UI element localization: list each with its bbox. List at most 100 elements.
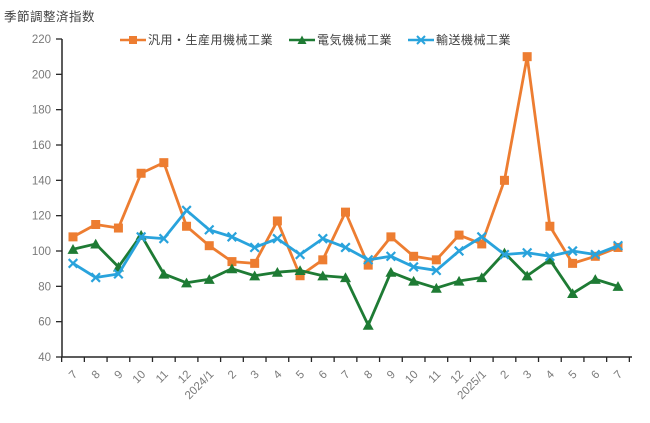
y-tick-label: 220 xyxy=(32,34,51,46)
marker-x xyxy=(158,233,169,244)
marker-square xyxy=(272,216,282,226)
marker-x xyxy=(453,245,465,257)
marker-square xyxy=(568,258,578,268)
marker-triangle xyxy=(385,267,397,277)
marker-triangle xyxy=(408,275,420,286)
marker-triangle xyxy=(521,270,533,281)
x-tick-label: 3 xyxy=(521,369,534,382)
marker-x xyxy=(408,261,419,272)
marker-x xyxy=(181,205,192,216)
x-tick-label: 8 xyxy=(362,369,375,382)
x-tick-label: 8 xyxy=(90,369,103,382)
y-tick-label: 100 xyxy=(32,246,51,258)
marker-x xyxy=(544,251,555,262)
series-line xyxy=(72,55,619,278)
x-tick-label: 5 xyxy=(294,369,307,382)
marker-square xyxy=(182,221,192,231)
marker-square xyxy=(545,221,555,231)
marker-square xyxy=(113,223,123,233)
x-tick-label: 4 xyxy=(544,368,557,381)
legend-item-2: 輸送機械工業 xyxy=(408,31,511,48)
x-tick-label: 11 xyxy=(427,369,444,386)
axes xyxy=(61,39,632,358)
y-tick-label: 180 xyxy=(32,105,51,117)
marker-triangle xyxy=(340,272,351,283)
marker-x xyxy=(226,231,238,242)
marker-square xyxy=(91,220,101,229)
marker-x xyxy=(612,240,624,251)
marker-x xyxy=(113,268,124,280)
x-tick-label: 7 xyxy=(67,369,80,382)
marker-x xyxy=(363,254,374,265)
marker-x xyxy=(567,245,578,257)
x-tick-label: 3 xyxy=(249,369,262,382)
marker-triangle xyxy=(430,282,442,293)
marker-triangle xyxy=(567,288,579,298)
marker-square xyxy=(522,52,532,62)
x-tick-label: 10 xyxy=(403,369,421,387)
x-tick-label: 11 xyxy=(154,369,171,386)
marker-square xyxy=(250,258,260,268)
marker-x xyxy=(590,249,601,260)
x-tick-label: 9 xyxy=(113,369,126,382)
marker-triangle xyxy=(589,274,601,284)
marker-square xyxy=(499,175,509,185)
y-tick-label: 160 xyxy=(32,140,51,152)
marker-square xyxy=(431,255,441,265)
marker-x xyxy=(204,224,215,235)
marker-square xyxy=(454,230,464,240)
marker-triangle xyxy=(181,277,193,288)
legend-square-icon xyxy=(120,35,146,44)
series-2 xyxy=(67,205,624,283)
y-axis-ticks: 40 60 80 100 120 140 160 180 200 220 xyxy=(32,34,62,364)
x-tick-label: 2 xyxy=(499,369,512,382)
marker-x xyxy=(385,251,396,262)
x-tick-label: 6 xyxy=(317,369,330,382)
marker-square xyxy=(204,241,214,251)
legend-label: 電気機械工業 xyxy=(317,33,393,47)
marker-square xyxy=(363,260,373,270)
marker-triangle xyxy=(544,254,556,265)
x-tick-label: 10 xyxy=(131,369,149,387)
marker-x xyxy=(431,265,442,276)
marker-square xyxy=(613,242,623,252)
marker-triangle xyxy=(453,275,465,286)
marker-triangle xyxy=(203,274,215,284)
x-tick-label: 7 xyxy=(340,369,353,382)
marker-triangle xyxy=(226,263,238,274)
marker-square xyxy=(477,239,487,249)
series-1 xyxy=(67,229,624,330)
y-tick-label: 40 xyxy=(38,352,51,364)
marker-square xyxy=(227,257,237,267)
y-tick-label: 140 xyxy=(32,175,51,187)
marker-x xyxy=(272,233,283,244)
x-tick-label: 12 xyxy=(449,369,467,387)
x-tick-label: 7 xyxy=(612,369,625,382)
marker-square xyxy=(68,232,78,242)
marker-triangle xyxy=(476,272,488,283)
marker-x xyxy=(295,249,306,260)
chart-legend: 汎用・生産用機械工業 電気機械工業 輸送機械工業 xyxy=(120,31,511,48)
x-tick-label: 12 xyxy=(176,369,194,387)
legend-label: 汎用・生産用機械工業 xyxy=(148,33,274,47)
marker-triangle xyxy=(612,281,624,291)
marker-square xyxy=(341,207,350,217)
marker-x xyxy=(499,249,510,260)
marker-triangle xyxy=(90,238,102,249)
legend-item-0: 汎用・生産用機械工業 xyxy=(120,31,273,48)
x-tick-label: 9 xyxy=(385,369,398,382)
marker-square xyxy=(409,251,419,261)
y-tick-label: 200 xyxy=(32,69,51,81)
legend-x-icon xyxy=(408,34,435,45)
marker-x xyxy=(317,233,328,244)
x-tick-label: 6 xyxy=(589,369,602,382)
marker-x xyxy=(476,231,487,242)
x-tick-label: 4 xyxy=(271,368,284,381)
series-0 xyxy=(68,52,623,281)
marker-triangle xyxy=(362,320,374,330)
marker-x xyxy=(67,258,79,269)
y-tick-label: 80 xyxy=(38,281,51,293)
marker-x xyxy=(249,242,260,253)
marker-triangle xyxy=(67,244,79,254)
